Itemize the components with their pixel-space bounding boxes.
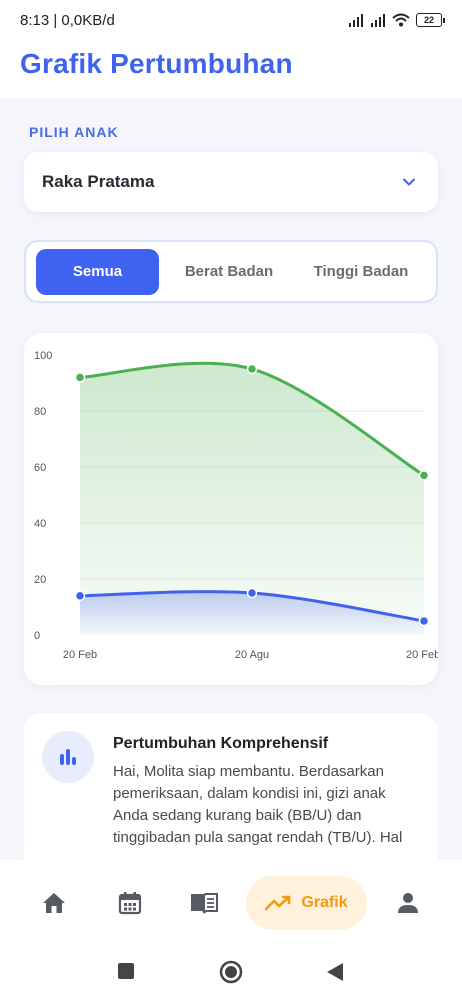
- comprehensive-growth-card[interactable]: Pertumbuhan Komprehensif Hai, Molita sia…: [24, 713, 438, 873]
- data-point[interactable]: [418, 615, 430, 627]
- y-tick-label: 20: [34, 574, 46, 586]
- page-title: Grafik Pertumbuhan: [20, 48, 293, 79]
- child-dropdown[interactable]: Raka Pratama: [24, 152, 438, 212]
- y-tick-label: 60: [34, 462, 46, 474]
- system-navigation-bar: [0, 946, 462, 1000]
- y-tick-label: 80: [34, 406, 46, 418]
- metric-tabs: Semua Berat Badan Tinggi Badan: [24, 240, 438, 303]
- app-header: Grafik Pertumbuhan: [0, 40, 462, 98]
- home-icon: [43, 893, 65, 913]
- x-tick-label: 20 Feb: [406, 649, 438, 661]
- battery-icon: 22: [416, 13, 445, 27]
- tab-tinggi-badan[interactable]: Tinggi Badan: [313, 263, 409, 280]
- recents-icon[interactable]: [117, 962, 135, 980]
- selected-child-name: Raka Pratama: [42, 172, 155, 191]
- calendar-icon: [118, 892, 142, 915]
- series-area-0: [80, 363, 424, 635]
- book-icon: [191, 893, 218, 914]
- tab-semua[interactable]: Semua: [36, 248, 159, 295]
- y-tick-label: 0: [34, 630, 40, 642]
- choose-child-label: PILIH ANAK: [29, 124, 119, 140]
- wifi-icon: [392, 13, 410, 27]
- y-tick-label: 100: [34, 350, 52, 362]
- trending-up-icon: [265, 895, 291, 911]
- info-card-text: Hai, Molita siap membantu. Berdasarkan p…: [113, 763, 403, 846]
- data-point[interactable]: [74, 372, 86, 383]
- y-tick-label: 40: [34, 518, 46, 530]
- back-icon[interactable]: [326, 962, 344, 982]
- bar-chart-icon: [60, 749, 76, 765]
- growth-chart-card: 100 80 60 40 20 0 20 Feb 20 Agu 20 Feb: [24, 333, 438, 685]
- data-point[interactable]: [418, 470, 430, 481]
- person-icon: [398, 893, 418, 913]
- status-time: 8:13 | 0,0KB/d: [20, 11, 115, 29]
- status-bar: 8:13 | 0,0KB/d 22: [0, 0, 462, 40]
- nav-education[interactable]: [180, 876, 228, 930]
- nav-calendar[interactable]: [106, 876, 154, 930]
- nav-home[interactable]: [30, 876, 78, 930]
- signal-icon-2: [371, 14, 385, 27]
- info-card-title: Pertumbuhan Komprehensif: [113, 735, 329, 752]
- signal-icon: [349, 14, 363, 27]
- status-icons: 22: [348, 13, 445, 27]
- nav-profile[interactable]: [384, 876, 432, 930]
- info-icon-circle: [42, 731, 94, 783]
- tab-berat-badan[interactable]: Berat Badan: [184, 263, 274, 280]
- nav-grafik-label: Grafik: [301, 894, 348, 911]
- x-tick-label: 20 Agu: [235, 649, 269, 661]
- data-point[interactable]: [246, 363, 258, 375]
- growth-chart: 100 80 60 40 20 0 20 Feb 20 Agu 20 Feb: [34, 350, 438, 661]
- series-area-1: [80, 591, 424, 635]
- nav-grafik[interactable]: Grafik: [246, 876, 367, 930]
- data-point[interactable]: [74, 590, 86, 602]
- data-point[interactable]: [246, 587, 258, 599]
- home-button-icon[interactable]: [219, 960, 243, 984]
- x-tick-label: 20 Feb: [63, 649, 97, 661]
- chevron-down-icon: [403, 178, 415, 186]
- bottom-navigation: Grafik: [0, 860, 462, 946]
